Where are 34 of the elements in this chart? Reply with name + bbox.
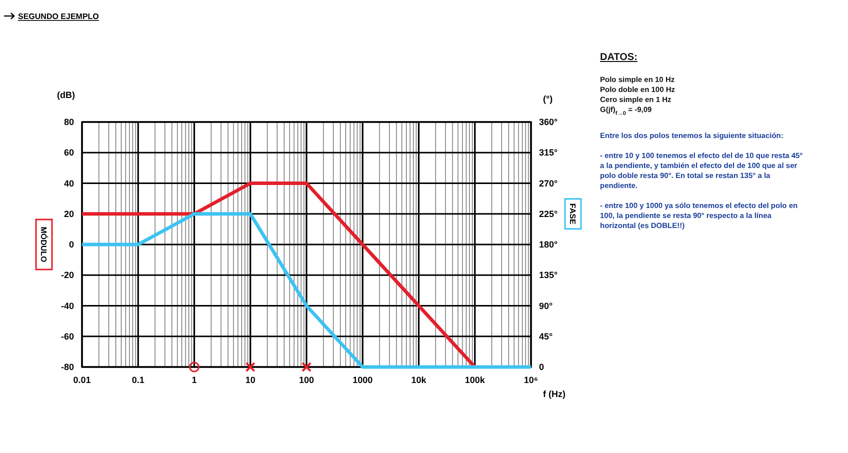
x-tick-label: 100k: [464, 375, 486, 385]
text: DATOS:: [600, 52, 638, 63]
y-tick-label: -60: [60, 331, 74, 342]
y-tick-label: 20: [64, 208, 74, 219]
x-tick-label: 0.01: [73, 375, 91, 385]
y2-tick-label: 360°: [539, 117, 558, 127]
y2-tick-label: 315°: [539, 148, 558, 158]
y-tick-label: 60: [64, 148, 74, 158]
y2-tick-label: 0: [539, 362, 544, 372]
y-tick-label: 0: [68, 240, 74, 250]
y-tick-label: -40: [60, 300, 74, 311]
x-tick-label: 10⁶: [524, 375, 538, 385]
y2-tick-label: 270°: [539, 178, 558, 188]
chart-title: SEGUNDO EJEMPLO: [18, 12, 99, 21]
x-tick-label: 100: [298, 375, 314, 385]
y-tick-label: 40: [64, 178, 74, 188]
x-tick-label: 1: [192, 375, 197, 385]
y2-tick-label: 45°: [539, 331, 554, 342]
x-axis-title: f (Hz): [543, 389, 566, 399]
x-tick-label: 10: [245, 375, 256, 385]
y-axis-title: MÓDULO: [39, 226, 49, 262]
y2-tick-label: 135°: [539, 270, 558, 280]
x-tick-label: 10k: [411, 375, 428, 385]
y-tick-label: -20: [60, 270, 74, 280]
text: (dB): [57, 90, 75, 100]
x-tick-label: 0.1: [132, 375, 144, 385]
y2-axis-title: FASE: [568, 203, 577, 225]
y-tick-label: -80: [60, 362, 74, 372]
x-tick-label: 1000: [352, 375, 373, 385]
y2-tick-label: 180°: [539, 240, 558, 250]
y2-tick-label: 90°: [539, 300, 554, 311]
y2-tick-label: 225°: [539, 208, 558, 219]
text: (°): [543, 94, 553, 104]
y-tick-label: 80: [64, 117, 74, 127]
